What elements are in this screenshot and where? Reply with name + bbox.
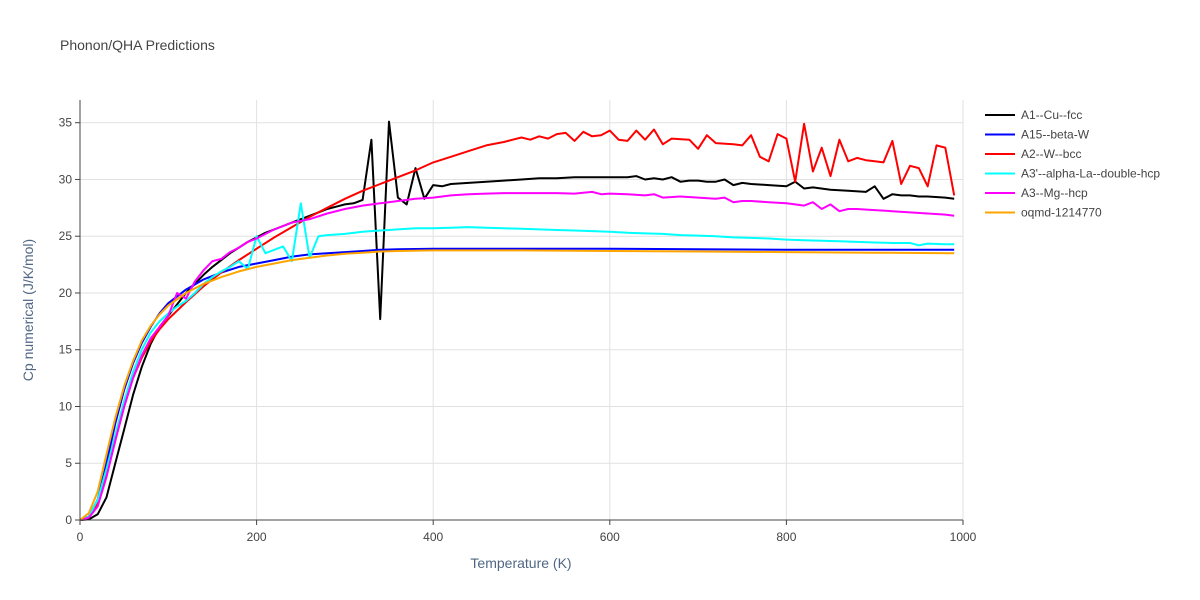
y-tick-label: 30 bbox=[59, 172, 73, 186]
legend[interactable]: A1--Cu--fcc A15--beta-W A2--W--bcc A3'--alp… bbox=[985, 108, 1160, 220]
legend-item[interactable]: A2--W--bcc bbox=[985, 147, 1081, 161]
grid bbox=[80, 100, 964, 520]
y-tick-label: 20 bbox=[59, 286, 73, 300]
legend-label: A15--beta-W bbox=[1021, 128, 1090, 142]
x-tick-label: 400 bbox=[423, 530, 443, 544]
chart-title: Phonon/QHA Predictions bbox=[60, 37, 215, 53]
y-tick-label: 15 bbox=[59, 343, 73, 357]
x-tick-label: 200 bbox=[247, 530, 267, 544]
legend-label: A2--W--bcc bbox=[1021, 147, 1081, 161]
legend-label: A1--Cu--fcc bbox=[1021, 108, 1082, 122]
legend-item[interactable]: A3--Mg--hcp bbox=[985, 186, 1088, 200]
series-layer bbox=[79, 120, 956, 521]
legend-label: oqmd-1214770 bbox=[1021, 206, 1102, 220]
legend-item[interactable]: A3'--alpha-La--double-hcp bbox=[985, 167, 1160, 181]
y-tick-label: 10 bbox=[59, 399, 73, 413]
series-line-1 bbox=[79, 120, 955, 521]
x-tick-label: 1000 bbox=[950, 530, 977, 544]
legend-label: A3'--alpha-La--double-hcp bbox=[1021, 167, 1160, 181]
x-tick-label: 600 bbox=[600, 530, 620, 544]
series-line-2 bbox=[79, 247, 955, 521]
y-tick-label: 25 bbox=[59, 229, 73, 243]
legend-item[interactable]: A15--beta-W bbox=[985, 128, 1090, 142]
legend-label: A3--Mg--hcp bbox=[1021, 186, 1088, 200]
y-axis-title: Cp numerical (J/K/mol) bbox=[20, 239, 36, 381]
series-line-3 bbox=[79, 122, 956, 521]
series-line-5 bbox=[79, 190, 955, 521]
y-tick-label: 5 bbox=[65, 456, 72, 470]
x-tick-label: 0 bbox=[77, 530, 84, 544]
y-tick-label: 0 bbox=[65, 513, 72, 527]
x-tick-label: 800 bbox=[776, 530, 796, 544]
legend-item[interactable]: A1--Cu--fcc bbox=[985, 108, 1082, 122]
axes bbox=[79, 100, 963, 521]
x-axis-title: Temperature (K) bbox=[470, 555, 571, 571]
series-line-4 bbox=[79, 202, 955, 521]
legend-item[interactable]: oqmd-1214770 bbox=[985, 206, 1102, 220]
ticks: 0 5 10 15 20 25 30 35 0 200 400 600 800 1000 bbox=[59, 116, 977, 544]
y-tick-label: 35 bbox=[59, 116, 73, 130]
series-line-6 bbox=[79, 249, 955, 521]
